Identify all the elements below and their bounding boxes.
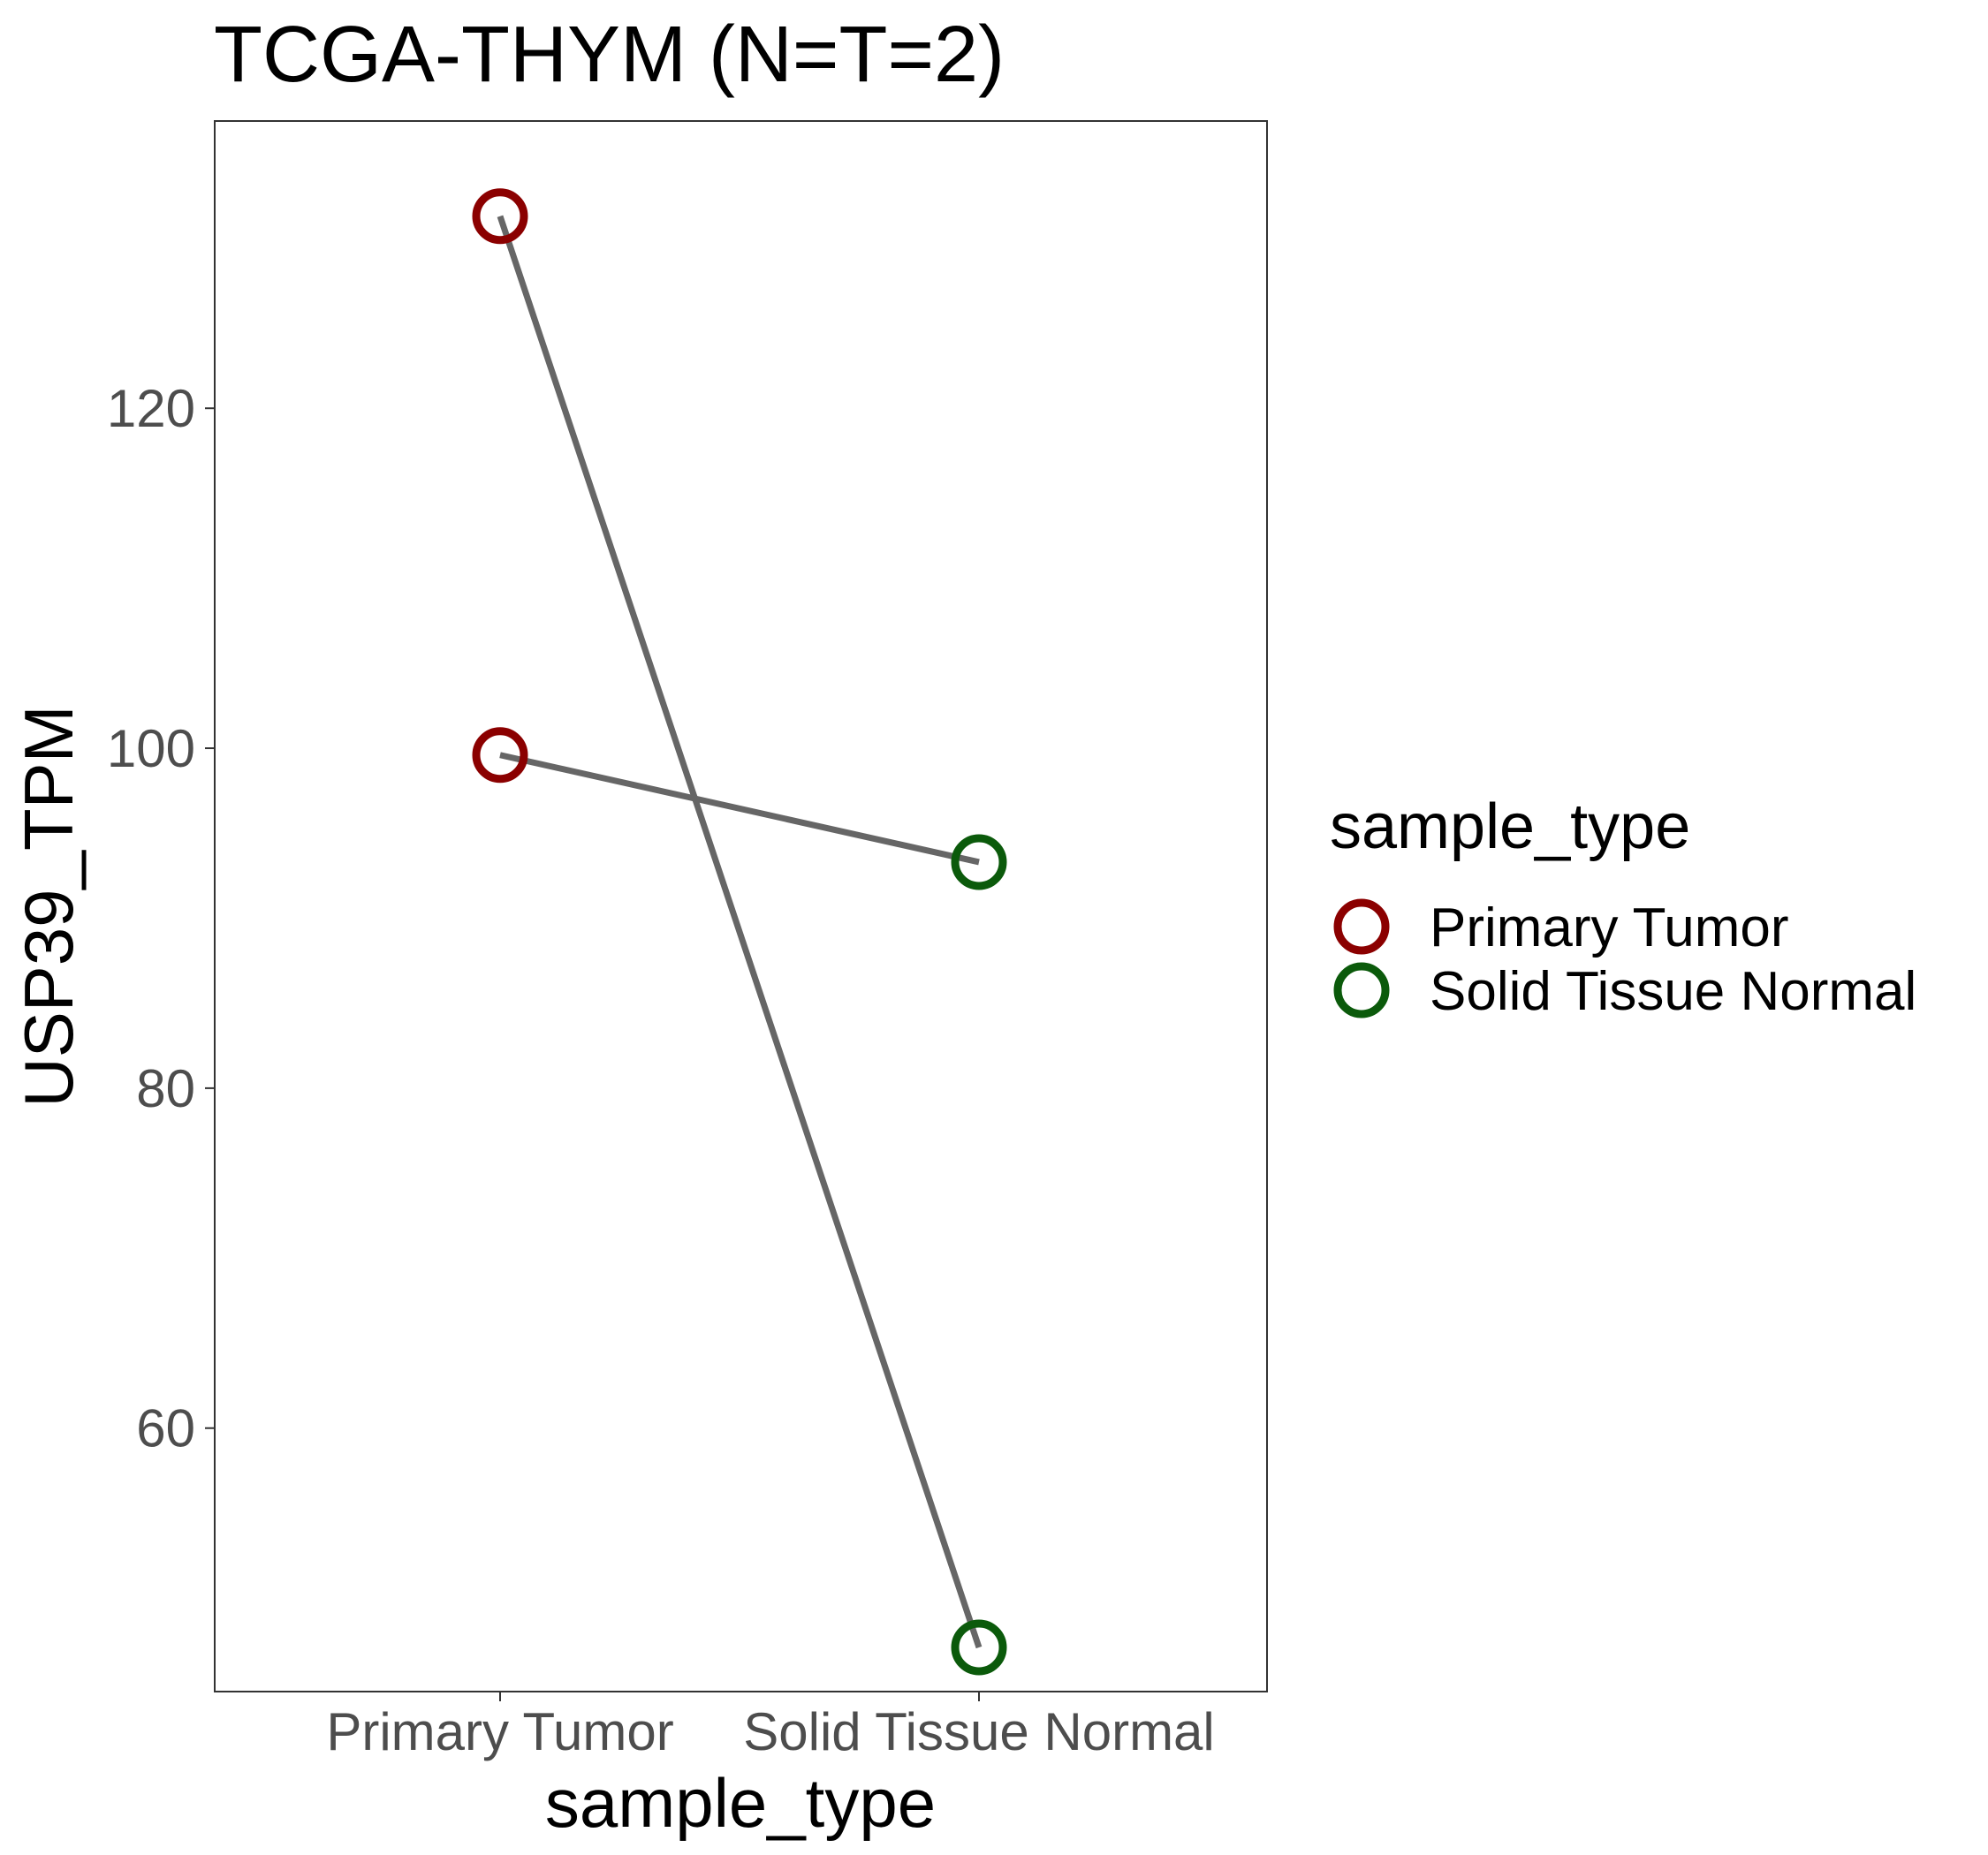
legend-label-solid-tissue-normal: Solid Tissue Normal: [1430, 961, 1916, 1022]
y-axis-title: USP39_TPM: [10, 705, 87, 1107]
legend: sample_type Primary Tumor Solid Tissue N…: [1330, 791, 1916, 1022]
y-tick-label-80: 80: [136, 1059, 195, 1118]
x-axis-title: sample_type: [545, 1764, 936, 1842]
x-axis: Primary Tumor Solid Tissue Normal: [326, 1692, 1215, 1761]
pair-line-1: [497, 215, 983, 1649]
y-tick-label-120: 120: [107, 379, 195, 438]
legend-entry-solid-tissue-normal: Solid Tissue Normal: [1333, 961, 1916, 1022]
legend-key-solid-tissue-normal: [1333, 962, 1390, 1018]
y-tick-label-60: 60: [136, 1399, 195, 1458]
y-tick-label-100: 100: [107, 719, 195, 778]
x-tick-label-solid-tissue-normal: Solid Tissue Normal: [743, 1702, 1215, 1761]
legend-entry-primary-tumor: Primary Tumor: [1333, 897, 1788, 958]
y-axis: 60 80 100 120: [107, 379, 215, 1458]
data-point-primary-tumor-2: [472, 727, 528, 784]
chart-title: TCGA-THYM (N=T=2): [214, 11, 1005, 99]
legend-key-primary-tumor: [1333, 898, 1390, 955]
data-point-solid-tissue-normal-4: [951, 1619, 1007, 1676]
plot-border: [214, 120, 1268, 1692]
legend-label-primary-tumor: Primary Tumor: [1430, 897, 1788, 958]
plot-panel: [214, 120, 1268, 1692]
pair-line-2: [499, 752, 980, 866]
x-tick-label-primary-tumor: Primary Tumor: [326, 1702, 673, 1761]
legend-title: sample_type: [1330, 791, 1690, 862]
data-point-primary-tumor-1: [472, 188, 528, 245]
pair-lines: [497, 215, 983, 1649]
data-point-solid-tissue-normal-3: [951, 834, 1007, 890]
data-points: [472, 188, 1007, 1676]
